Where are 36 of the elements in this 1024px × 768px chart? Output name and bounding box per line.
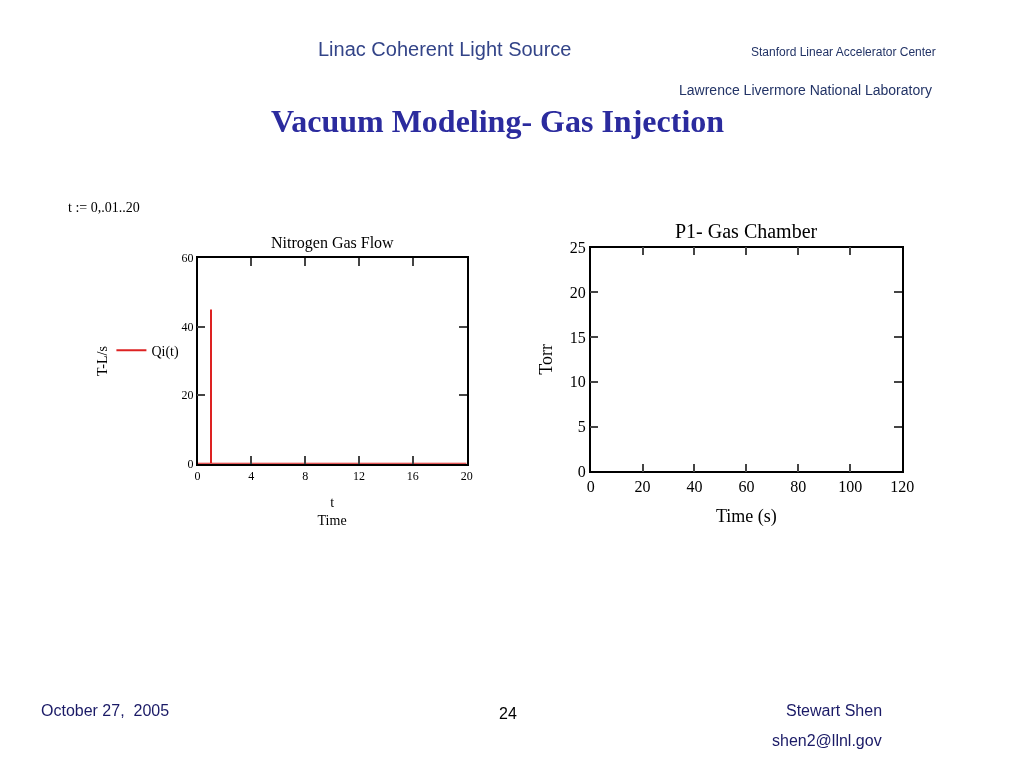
x-tick-label: 20 [460, 469, 473, 484]
x-tick-label: 100 [838, 478, 863, 496]
text: Vacuum Modeling- Gas Injection [271, 103, 725, 139]
text: 24 [499, 705, 517, 722]
x-tick-label: 20 [634, 478, 651, 496]
text: Linac Coherent Light Source [318, 38, 572, 60]
y-tick-label: 10 [569, 373, 586, 391]
y-tick-label: 5 [577, 418, 586, 436]
x-tick-label: 16 [406, 469, 419, 484]
y-tick-label: 20 [181, 388, 194, 403]
y-tick-label: 15 [569, 328, 586, 346]
x-axis-title: t Time [317, 494, 347, 529]
x-tick-label: 120 [890, 478, 915, 496]
text: October 27, 2005 [41, 702, 170, 719]
y-tick-label: 25 [569, 239, 586, 257]
text: Stewart Shen [786, 702, 883, 719]
y-tick-label: 0 [187, 457, 194, 472]
y-tick-label: 40 [181, 319, 194, 334]
x-tick-label: 60 [738, 478, 755, 496]
y-tick-label: 60 [181, 251, 194, 266]
chart-title: P1- Gas Chamber [675, 220, 818, 242]
x-axis-title: Time (s) [715, 505, 777, 527]
x-tick-label: 8 [302, 469, 309, 484]
x-tick-label: 80 [790, 478, 807, 496]
y-axis-title: T-L/s [95, 346, 111, 376]
y-tick-label: 20 [569, 283, 586, 301]
x-tick-label: 12 [353, 469, 366, 484]
legend-label: Qi(t) [151, 343, 179, 360]
y-axis-title: Torr [536, 344, 557, 375]
x-tick-label: 40 [686, 478, 703, 496]
text: t := 0,.01..20 [68, 200, 140, 215]
text: Stanford Linear Accelerator Center [751, 45, 936, 59]
chart-title: Nitrogen Gas Flow [271, 234, 395, 252]
text: shen2@llnl.gov [772, 732, 882, 749]
text: Lawrence Livermore National Laboratory [679, 82, 932, 98]
x-tick-label: 4 [248, 469, 255, 484]
